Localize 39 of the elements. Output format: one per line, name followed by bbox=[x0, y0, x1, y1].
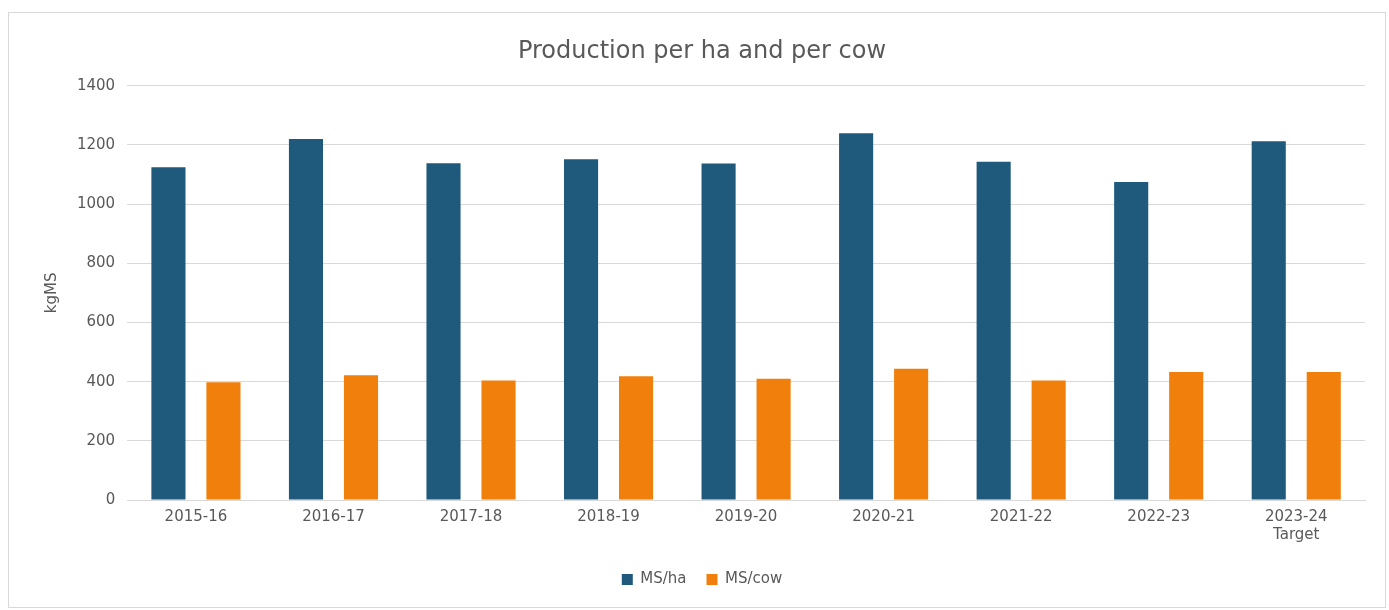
legend-label: MS/cow bbox=[725, 569, 783, 588]
bar bbox=[1306, 371, 1341, 500]
x-tick-label: 2020-21 bbox=[852, 506, 915, 525]
bar bbox=[619, 376, 654, 500]
bar bbox=[481, 380, 516, 500]
x-tick-label: 2018-19 bbox=[577, 506, 640, 525]
y-tick-label: 1400 bbox=[76, 75, 116, 94]
bar bbox=[894, 368, 929, 500]
y-tick-label: 1000 bbox=[76, 194, 116, 213]
x-tick-label: 2019-20 bbox=[714, 506, 778, 525]
bar bbox=[1031, 380, 1066, 500]
x-tick-label: 2015-16 bbox=[164, 506, 228, 525]
x-tick-label: 2022-23 bbox=[1127, 506, 1191, 525]
bar bbox=[563, 159, 599, 500]
bar bbox=[151, 167, 186, 500]
x-tick-label: 2023-24 Target bbox=[1264, 506, 1328, 543]
y-tick-label: 800 bbox=[86, 253, 116, 272]
y-tick-label: 200 bbox=[86, 430, 116, 449]
y-tick-label: 400 bbox=[86, 371, 116, 390]
bar bbox=[756, 378, 791, 500]
x-tick-label: 2021-22 bbox=[989, 506, 1053, 525]
y-tick-label: 1200 bbox=[76, 134, 116, 153]
x-tick-label: 2017-18 bbox=[439, 506, 503, 525]
chart-title: Production per ha and per cow bbox=[517, 35, 887, 64]
bar bbox=[288, 139, 324, 500]
legend-label: MS/ha bbox=[640, 569, 687, 588]
y-axis-title: kgMS bbox=[41, 272, 60, 314]
bar bbox=[343, 375, 379, 500]
bar bbox=[1251, 141, 1286, 500]
y-tick-label: 0 bbox=[105, 489, 116, 508]
bar bbox=[976, 161, 1011, 500]
bar bbox=[426, 163, 461, 500]
bar bbox=[839, 133, 874, 500]
bar bbox=[206, 382, 241, 500]
bar bbox=[1114, 181, 1149, 500]
bar bbox=[701, 163, 736, 500]
x-tick-label: 2016-17 bbox=[302, 506, 365, 525]
bar bbox=[1169, 371, 1204, 500]
y-tick-label: 600 bbox=[86, 312, 116, 331]
